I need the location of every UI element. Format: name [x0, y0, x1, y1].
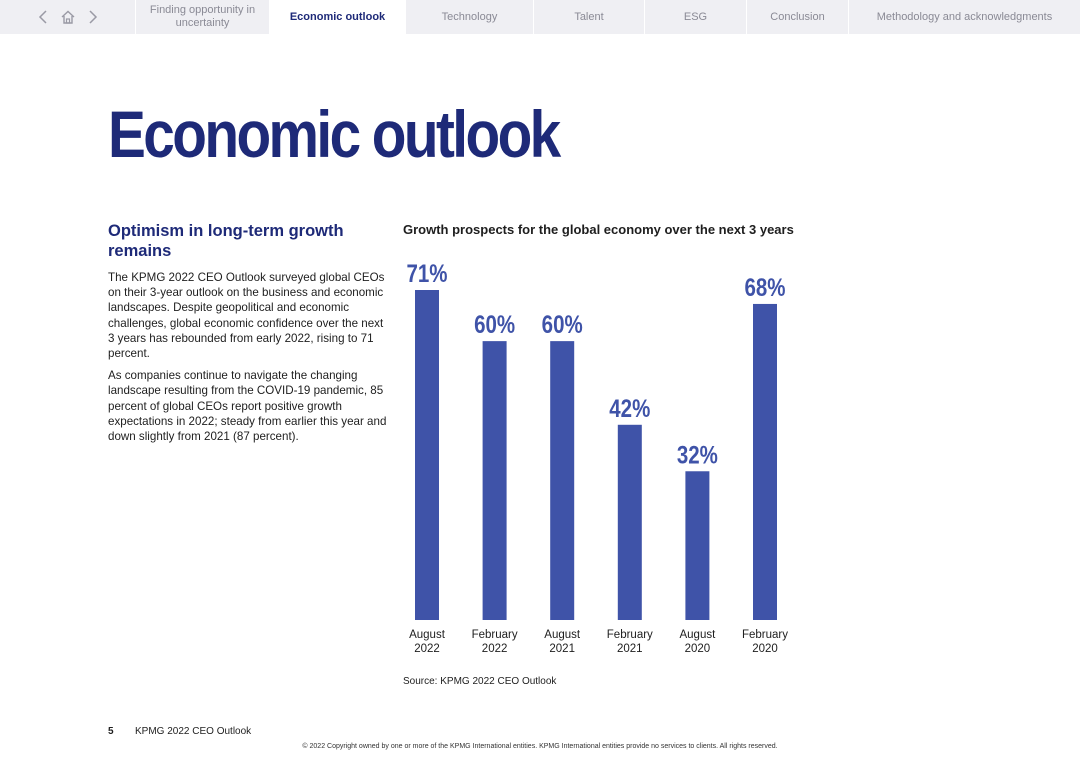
category-label-0-0: August	[409, 629, 446, 641]
tab-economic-outlook[interactable]: Economic outlook	[270, 0, 406, 34]
category-label-3-0: February	[607, 629, 653, 641]
bar-0	[415, 290, 439, 620]
bar-chart: 71% August 2022 60% February 2022 60% August 202…	[406, 259, 788, 655]
bar-1	[482, 341, 507, 620]
tab-finding-opportunity[interactable]: Finding opportunity in uncertainty	[136, 0, 270, 34]
tab-technology[interactable]: Technology	[406, 0, 534, 34]
category-label-5-0: February	[742, 629, 788, 641]
bar-value-label-5: 68%	[744, 273, 785, 301]
chevron-left-icon[interactable]	[38, 10, 48, 24]
category-label-1-0: February	[472, 629, 518, 641]
intro-paragraph-2: As companies continue to navigate the ch…	[108, 369, 387, 444]
footer-document-title: KPMG 2022 CEO Outlook	[135, 726, 252, 737]
category-label-4-1: 2020	[685, 643, 711, 655]
top-navigation: Finding opportunity in uncertainty Econo…	[0, 0, 1080, 34]
section-heading: Optimism in long-term growth remains	[108, 222, 344, 260]
bar-value-label-0: 71%	[406, 259, 447, 287]
tab-esg[interactable]: ESG	[645, 0, 747, 34]
tab-talent[interactable]: Talent	[534, 0, 645, 34]
category-label-0-1: 2022	[414, 643, 440, 655]
category-label-3-1: 2021	[617, 643, 643, 655]
bar-5	[753, 303, 777, 620]
copyright-notice: © 2022 Copyright owned by one or more of…	[302, 743, 778, 750]
bar-3	[617, 424, 642, 620]
chart-title: Growth prospects for the global economy …	[403, 222, 794, 237]
tab-methodology[interactable]: Methodology and acknowledgments	[876, 10, 1053, 23]
tab-conclusion[interactable]: Conclusion	[747, 0, 849, 34]
bar-value-label-1: 60%	[474, 310, 515, 338]
intro-paragraph-1: The KPMG 2022 CEO Outlook surveyed globa…	[108, 271, 385, 361]
chart-source: Source: KPMG 2022 CEO Outlook	[403, 676, 557, 687]
chevron-right-icon[interactable]	[88, 10, 98, 24]
category-label-5-1: 2020	[752, 643, 778, 655]
page-number: 5	[108, 726, 114, 737]
category-label-2-1: 2021	[549, 643, 575, 655]
category-label-1-1: 2022	[482, 643, 508, 655]
nav-controls	[0, 0, 136, 34]
category-label-4-0: August	[679, 629, 716, 641]
home-icon[interactable]	[60, 10, 76, 24]
page-title: Economic outlook	[108, 97, 561, 171]
bar-value-label-3: 42%	[609, 394, 650, 422]
bar-4	[685, 471, 710, 620]
intro-column: Optimism in long-term growth remains The…	[108, 221, 390, 451]
category-label-2-0: August	[544, 629, 581, 641]
bar-value-label-4: 32%	[677, 440, 718, 468]
bar-value-label-2: 60%	[542, 310, 583, 338]
bar-2	[550, 341, 575, 620]
